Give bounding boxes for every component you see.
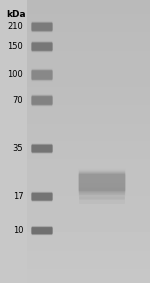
FancyBboxPatch shape (32, 42, 52, 51)
FancyBboxPatch shape (32, 41, 52, 53)
FancyBboxPatch shape (32, 226, 52, 235)
FancyBboxPatch shape (32, 43, 52, 51)
FancyBboxPatch shape (32, 96, 52, 105)
FancyBboxPatch shape (32, 193, 52, 200)
FancyBboxPatch shape (32, 192, 52, 202)
Text: 17: 17 (13, 192, 23, 201)
FancyBboxPatch shape (32, 95, 52, 106)
FancyBboxPatch shape (32, 22, 52, 32)
FancyBboxPatch shape (79, 192, 125, 200)
FancyBboxPatch shape (32, 226, 52, 235)
FancyBboxPatch shape (79, 169, 125, 196)
FancyBboxPatch shape (32, 70, 52, 80)
FancyBboxPatch shape (32, 227, 52, 235)
Text: 10: 10 (13, 226, 23, 235)
Text: 35: 35 (13, 144, 23, 153)
FancyBboxPatch shape (32, 96, 52, 105)
FancyBboxPatch shape (32, 68, 52, 82)
FancyBboxPatch shape (32, 193, 52, 201)
Text: 210: 210 (8, 22, 23, 31)
FancyBboxPatch shape (79, 188, 125, 195)
FancyBboxPatch shape (32, 143, 52, 154)
FancyBboxPatch shape (32, 23, 52, 31)
Text: 70: 70 (13, 96, 23, 105)
FancyBboxPatch shape (79, 168, 125, 197)
FancyBboxPatch shape (32, 192, 52, 201)
FancyBboxPatch shape (32, 145, 52, 153)
FancyBboxPatch shape (32, 69, 52, 81)
FancyBboxPatch shape (32, 23, 52, 31)
FancyBboxPatch shape (79, 174, 125, 191)
FancyBboxPatch shape (32, 143, 52, 154)
FancyBboxPatch shape (32, 144, 52, 153)
Text: 150: 150 (8, 42, 23, 51)
FancyBboxPatch shape (32, 42, 52, 52)
FancyBboxPatch shape (32, 227, 52, 234)
FancyBboxPatch shape (79, 171, 125, 194)
FancyBboxPatch shape (79, 173, 125, 192)
Text: 100: 100 (8, 70, 23, 80)
FancyBboxPatch shape (32, 95, 52, 106)
FancyBboxPatch shape (32, 95, 52, 106)
FancyBboxPatch shape (32, 42, 52, 52)
FancyBboxPatch shape (32, 22, 52, 32)
FancyBboxPatch shape (32, 22, 52, 32)
FancyBboxPatch shape (32, 227, 52, 234)
FancyBboxPatch shape (32, 70, 52, 80)
FancyBboxPatch shape (32, 192, 52, 201)
FancyBboxPatch shape (32, 145, 52, 152)
FancyBboxPatch shape (32, 94, 52, 107)
FancyBboxPatch shape (32, 41, 52, 52)
FancyBboxPatch shape (79, 170, 125, 195)
FancyBboxPatch shape (32, 68, 52, 82)
FancyBboxPatch shape (32, 21, 52, 33)
FancyBboxPatch shape (32, 144, 52, 153)
FancyBboxPatch shape (32, 191, 52, 202)
Text: kDa: kDa (6, 10, 26, 19)
FancyBboxPatch shape (32, 226, 52, 235)
FancyBboxPatch shape (79, 183, 125, 191)
FancyBboxPatch shape (32, 70, 52, 80)
